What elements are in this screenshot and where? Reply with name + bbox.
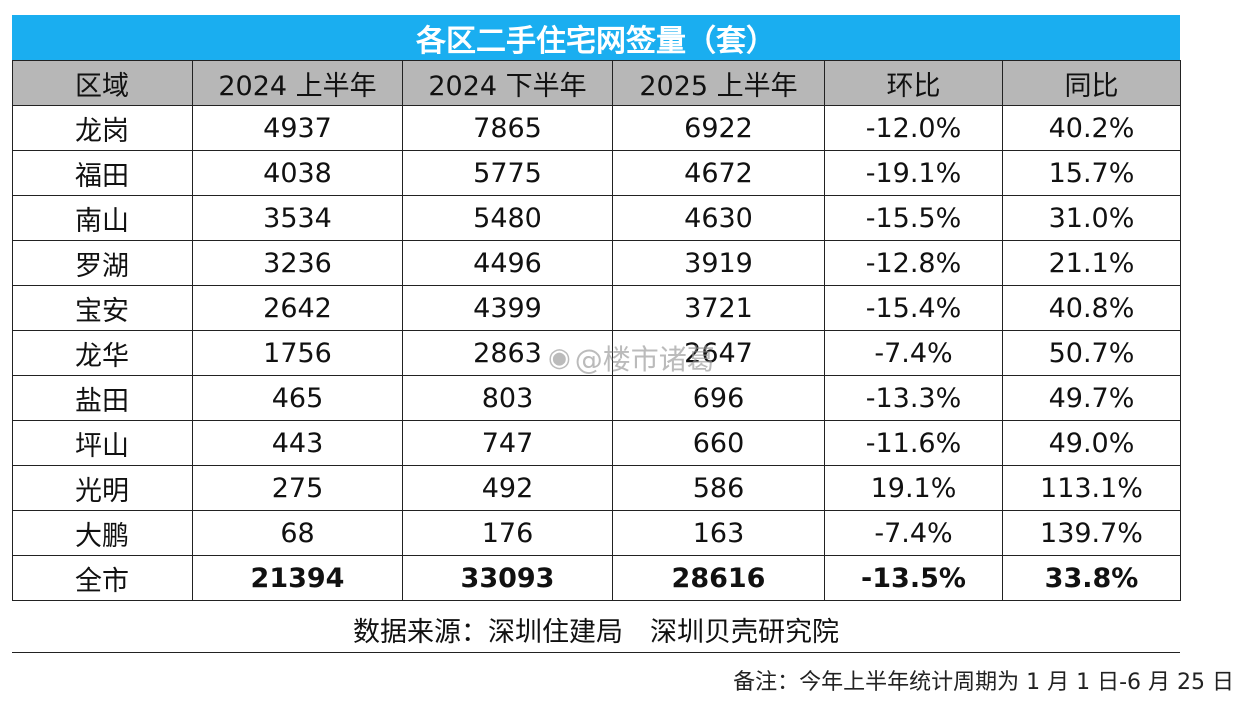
region-cell: 罗湖 bbox=[12, 240, 193, 286]
value-cell: 4937 bbox=[192, 105, 403, 151]
value-cell: 2642 bbox=[192, 285, 403, 331]
region-cell: 宝安 bbox=[12, 285, 193, 331]
value-cell: 492 bbox=[402, 465, 613, 511]
weibo-icon: ◉ bbox=[548, 343, 571, 373]
table-row: 坪山 443 747 660 -11.6% 49.0% bbox=[12, 420, 1181, 466]
header-2025-h1: 2025 上半年 bbox=[612, 60, 825, 106]
value-cell: 3919 bbox=[612, 240, 825, 286]
value-cell: 68 bbox=[192, 510, 403, 556]
value-cell: 7865 bbox=[402, 105, 613, 151]
value-cell: 4496 bbox=[402, 240, 613, 286]
value-cell: 50.7% bbox=[1002, 330, 1181, 376]
value-cell: 586 bbox=[612, 465, 825, 511]
value-cell: -11.6% bbox=[824, 420, 1003, 466]
value-cell: 1756 bbox=[192, 330, 403, 376]
table-row: 盐田 465 803 696 -13.3% 49.7% bbox=[12, 375, 1181, 421]
value-cell: 113.1% bbox=[1002, 465, 1181, 511]
header-mom: 环比 bbox=[824, 60, 1003, 106]
value-cell: 176 bbox=[402, 510, 613, 556]
value-cell: 49.7% bbox=[1002, 375, 1181, 421]
value-cell: 15.7% bbox=[1002, 150, 1181, 196]
value-cell: 3721 bbox=[612, 285, 825, 331]
table-row: 光明 275 492 586 19.1% 113.1% bbox=[12, 465, 1181, 511]
watermark-text: @楼市诸葛 bbox=[574, 343, 715, 376]
watermark: ◉ @楼市诸葛 bbox=[548, 338, 715, 378]
value-cell: -7.4% bbox=[824, 510, 1003, 556]
table-row: 宝安 2642 4399 3721 -15.4% 40.8% bbox=[12, 285, 1181, 331]
table-row: 罗湖 3236 4496 3919 -12.8% 21.1% bbox=[12, 240, 1181, 286]
table-row: 南山 3534 5480 4630 -15.5% 31.0% bbox=[12, 195, 1181, 241]
value-cell: -12.8% bbox=[824, 240, 1003, 286]
region-cell: 龙岗 bbox=[12, 105, 193, 151]
table-title: 各区二手住宅网签量（套） bbox=[12, 15, 1180, 60]
region-cell: 福田 bbox=[12, 150, 193, 196]
total-row: 全市 21394 33093 28616 -13.5% 33.8% bbox=[12, 555, 1181, 601]
value-cell: 33.8% bbox=[1002, 555, 1181, 601]
value-cell: 40.8% bbox=[1002, 285, 1181, 331]
value-cell: -12.0% bbox=[824, 105, 1003, 151]
value-cell: 49.0% bbox=[1002, 420, 1181, 466]
header-yoy: 同比 bbox=[1002, 60, 1181, 106]
value-cell: 5480 bbox=[402, 195, 613, 241]
region-cell: 光明 bbox=[12, 465, 193, 511]
table-row: 龙岗 4937 7865 6922 -12.0% 40.2% bbox=[12, 105, 1181, 151]
region-cell: 全市 bbox=[12, 555, 193, 601]
data-source: 数据来源：深圳住建局 深圳贝壳研究院 bbox=[12, 606, 1180, 653]
value-cell: 2863 bbox=[402, 330, 613, 376]
footnote: 备注：今年上半年统计周期为 1 月 1 日-6 月 25 日 bbox=[733, 670, 1234, 695]
value-cell: -15.4% bbox=[824, 285, 1003, 331]
value-cell: 4630 bbox=[612, 195, 825, 241]
region-cell: 盐田 bbox=[12, 375, 193, 421]
region-cell: 坪山 bbox=[12, 420, 193, 466]
value-cell: -13.5% bbox=[824, 555, 1003, 601]
header-row: 区域 2024 上半年 2024 下半年 2025 上半年 环比 同比 bbox=[12, 60, 1181, 106]
value-cell: 28616 bbox=[612, 555, 825, 601]
value-cell: -19.1% bbox=[824, 150, 1003, 196]
value-cell: 465 bbox=[192, 375, 403, 421]
header-2024-h1: 2024 上半年 bbox=[192, 60, 403, 106]
value-cell: 19.1% bbox=[824, 465, 1003, 511]
header-2024-h2: 2024 下半年 bbox=[402, 60, 613, 106]
value-cell: 5775 bbox=[402, 150, 613, 196]
value-cell: 660 bbox=[612, 420, 825, 466]
value-cell: 275 bbox=[192, 465, 403, 511]
value-cell: 803 bbox=[402, 375, 613, 421]
value-cell: 163 bbox=[612, 510, 825, 556]
value-cell: 696 bbox=[612, 375, 825, 421]
value-cell: -15.5% bbox=[824, 195, 1003, 241]
value-cell: -13.3% bbox=[824, 375, 1003, 421]
value-cell: 4672 bbox=[612, 150, 825, 196]
value-cell: -7.4% bbox=[824, 330, 1003, 376]
table-row: 福田 4038 5775 4672 -19.1% 15.7% bbox=[12, 150, 1181, 196]
region-cell: 南山 bbox=[12, 195, 193, 241]
table-row: 大鹏 68 176 163 -7.4% 139.7% bbox=[12, 510, 1181, 556]
value-cell: 3236 bbox=[192, 240, 403, 286]
region-cell: 大鹏 bbox=[12, 510, 193, 556]
value-cell: 33093 bbox=[402, 555, 613, 601]
value-cell: 4399 bbox=[402, 285, 613, 331]
value-cell: 747 bbox=[402, 420, 613, 466]
value-cell: 443 bbox=[192, 420, 403, 466]
value-cell: 139.7% bbox=[1002, 510, 1181, 556]
value-cell: 21394 bbox=[192, 555, 403, 601]
value-cell: 4038 bbox=[192, 150, 403, 196]
value-cell: 3534 bbox=[192, 195, 403, 241]
region-cell: 龙华 bbox=[12, 330, 193, 376]
value-cell: 40.2% bbox=[1002, 105, 1181, 151]
value-cell: 21.1% bbox=[1002, 240, 1181, 286]
header-region: 区域 bbox=[12, 60, 193, 106]
value-cell: 31.0% bbox=[1002, 195, 1181, 241]
value-cell: 6922 bbox=[612, 105, 825, 151]
data-table: 区域 2024 上半年 2024 下半年 2025 上半年 环比 同比 龙岗 49… bbox=[12, 60, 1181, 601]
